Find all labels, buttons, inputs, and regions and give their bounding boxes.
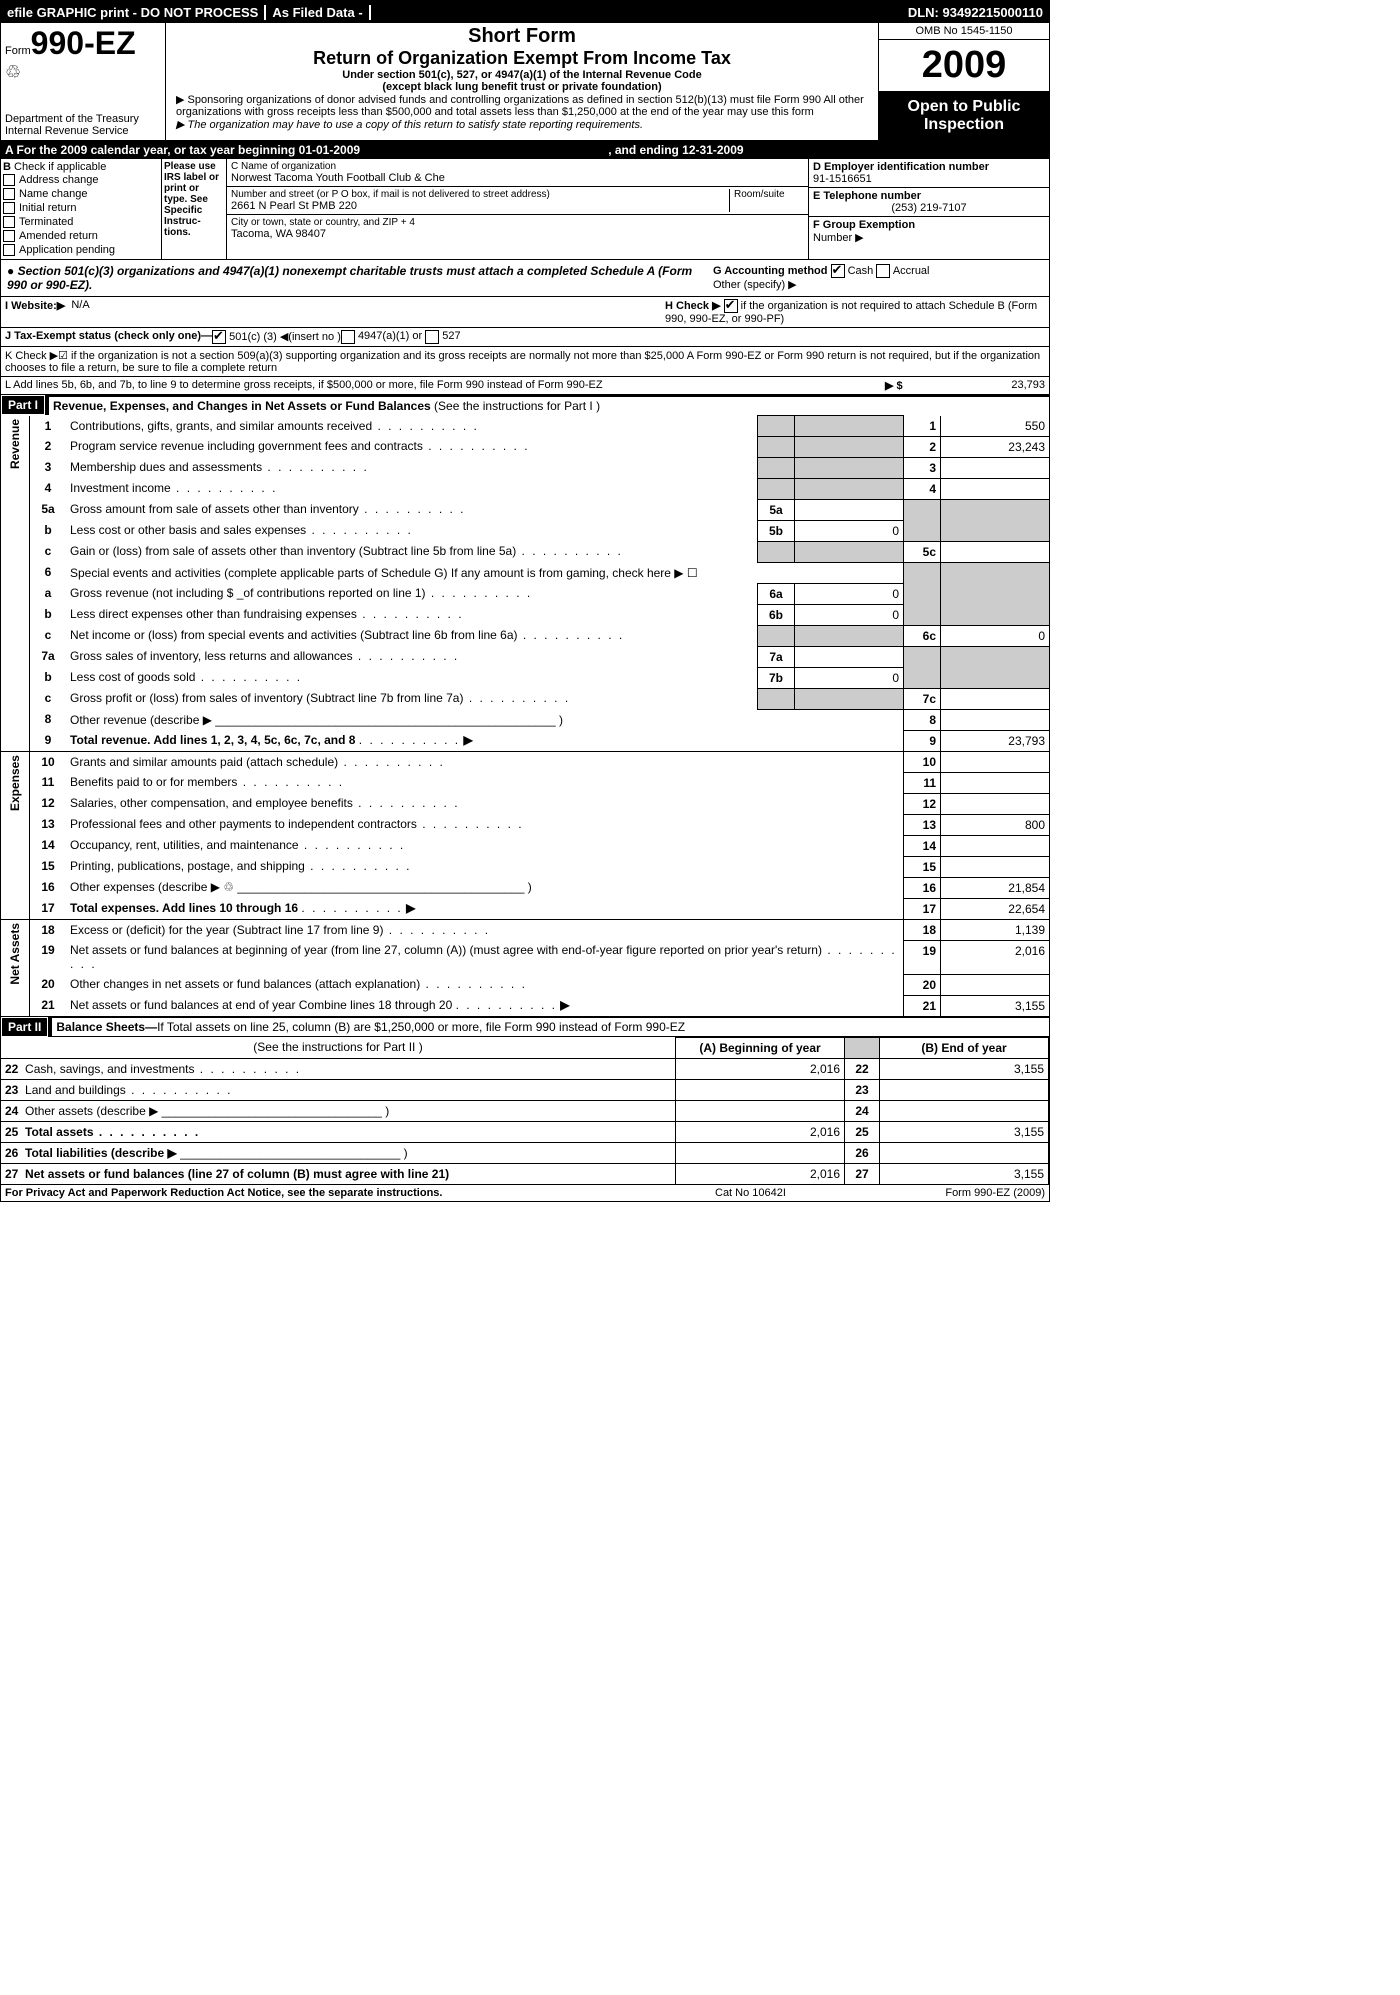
l27-b: 3,155	[880, 1163, 1049, 1184]
line-j: J Tax-Exempt status (check only one)— 50…	[1, 328, 1049, 347]
check-amended[interactable]: Amended return	[3, 229, 159, 243]
check-application-pending[interactable]: Application pending	[3, 243, 159, 257]
line16-value: 21,854	[941, 877, 1050, 898]
l25-a: 2,016	[676, 1121, 845, 1142]
note-2: ▶ The organization may have to use a cop…	[172, 118, 872, 131]
part1-table: Revenue 1 Contributions, gifts, grants, …	[1, 415, 1049, 1017]
line9-value: 23,793	[941, 730, 1050, 751]
l22-b: 3,155	[880, 1058, 1049, 1079]
section-501c3: ● Section 501(c)(3) organizations and 49…	[1, 260, 1049, 297]
open-public: Open to Public Inspection	[879, 92, 1049, 140]
efile-label: efile GRAPHIC print - DO NOT PROCESS	[1, 5, 266, 20]
recycle-icon: ♲	[5, 62, 161, 83]
subtitle-2: (except black lung benefit trust or priv…	[172, 81, 872, 93]
line-l: L Add lines 5b, 6b, and 7b, to line 9 to…	[1, 377, 1049, 395]
netassets-side-label: Net Assets	[1, 919, 30, 1016]
line6c-value: 0	[941, 625, 1050, 646]
revenue-side-label: Revenue	[1, 416, 30, 752]
check-address-change[interactable]: Address change	[3, 173, 159, 187]
check-initial-return[interactable]: Initial return	[3, 201, 159, 215]
col-d: D Employer identification number 91-1516…	[808, 159, 1049, 259]
header-right: OMB No 1545-1150 2009 Open to Public Ins…	[878, 23, 1049, 140]
ein-value: 91-1516651	[813, 173, 1045, 185]
privacy-notice: For Privacy Act and Paperwork Reduction …	[5, 1187, 715, 1199]
form-ref: Form 990-EZ (2009)	[865, 1187, 1045, 1199]
part2-table: (See the instructions for Part II ) (A) …	[1, 1037, 1049, 1185]
short-form-title: Short Form	[172, 25, 872, 48]
irs-label: Internal Revenue Service	[5, 125, 161, 137]
line21-value: 3,155	[941, 995, 1050, 1016]
check-h[interactable]	[724, 299, 738, 313]
header-mid: Short Form Return of Organization Exempt…	[166, 23, 878, 140]
l27-a: 2,016	[676, 1163, 845, 1184]
line18-value: 1,139	[941, 919, 1050, 940]
line17-value: 22,654	[941, 898, 1050, 919]
top-bar: efile GRAPHIC print - DO NOT PROCESS As …	[1, 1, 1049, 23]
cat-no: Cat No 10642I	[715, 1187, 865, 1199]
part-1-header: Part I Revenue, Expenses, and Changes in…	[1, 395, 1049, 415]
omb-number: OMB No 1545-1150	[879, 23, 1049, 40]
check-accrual[interactable]	[876, 264, 890, 278]
line-l-value: 23,793	[945, 379, 1045, 392]
asfiled-label: As Filed Data -	[266, 5, 370, 20]
section-bcdef: B Check if applicable Address change Nam…	[1, 159, 1049, 260]
org-name: Norwest Tacoma Youth Football Club & Che	[231, 172, 804, 184]
check-4947[interactable]	[341, 330, 355, 344]
tax-year: 2009	[879, 40, 1049, 92]
telephone-value: (253) 219-7107	[813, 202, 1045, 214]
row-a: A For the 2009 calendar year, or tax yea…	[1, 141, 1049, 159]
subtitle-1: Under section 501(c), 527, or 4947(a)(1)…	[172, 69, 872, 81]
form-number: 990-EZ	[31, 25, 136, 61]
expenses-side-label: Expenses	[1, 751, 30, 919]
return-title: Return of Organization Exempt From Incom…	[172, 48, 872, 69]
line1-value: 550	[941, 416, 1050, 437]
website-value: N/A	[71, 299, 89, 325]
l22-a: 2,016	[676, 1058, 845, 1079]
form-page: efile GRAPHIC print - DO NOT PROCESS As …	[0, 0, 1050, 1202]
col-c: C Name of organization Norwest Tacoma Yo…	[227, 159, 808, 259]
dept-treasury: Department of the Treasury	[5, 113, 161, 125]
check-501c[interactable]	[212, 330, 226, 344]
check-527[interactable]	[425, 330, 439, 344]
check-cash[interactable]	[831, 264, 845, 278]
check-terminated[interactable]: Terminated	[3, 215, 159, 229]
check-name-change[interactable]: Name change	[3, 187, 159, 201]
col-b: B Check if applicable Address change Nam…	[1, 159, 162, 259]
line2-value: 23,243	[941, 436, 1050, 457]
line19-value: 2,016	[941, 940, 1050, 974]
header-row: Form990-EZ ♲ Department of the Treasury …	[1, 23, 1049, 141]
org-address: 2661 N Pearl St PMB 220	[231, 200, 729, 212]
footer: For Privacy Act and Paperwork Reduction …	[1, 1185, 1049, 1201]
dln-label: DLN: 93492215000110	[902, 5, 1049, 20]
part-2-header: Part II Balance Sheets—If Total assets o…	[1, 1017, 1049, 1037]
line-k: K Check ▶☑ if the organization is not a …	[1, 347, 1049, 377]
header-left: Form990-EZ ♲ Department of the Treasury …	[1, 23, 166, 140]
line13-value: 800	[941, 814, 1050, 835]
col-instructions: Please use IRS label or print or type. S…	[162, 159, 227, 259]
l25-b: 3,155	[880, 1121, 1049, 1142]
org-city: Tacoma, WA 98407	[231, 228, 804, 240]
note-1: ▶ Sponsoring organizations of donor advi…	[172, 93, 872, 118]
